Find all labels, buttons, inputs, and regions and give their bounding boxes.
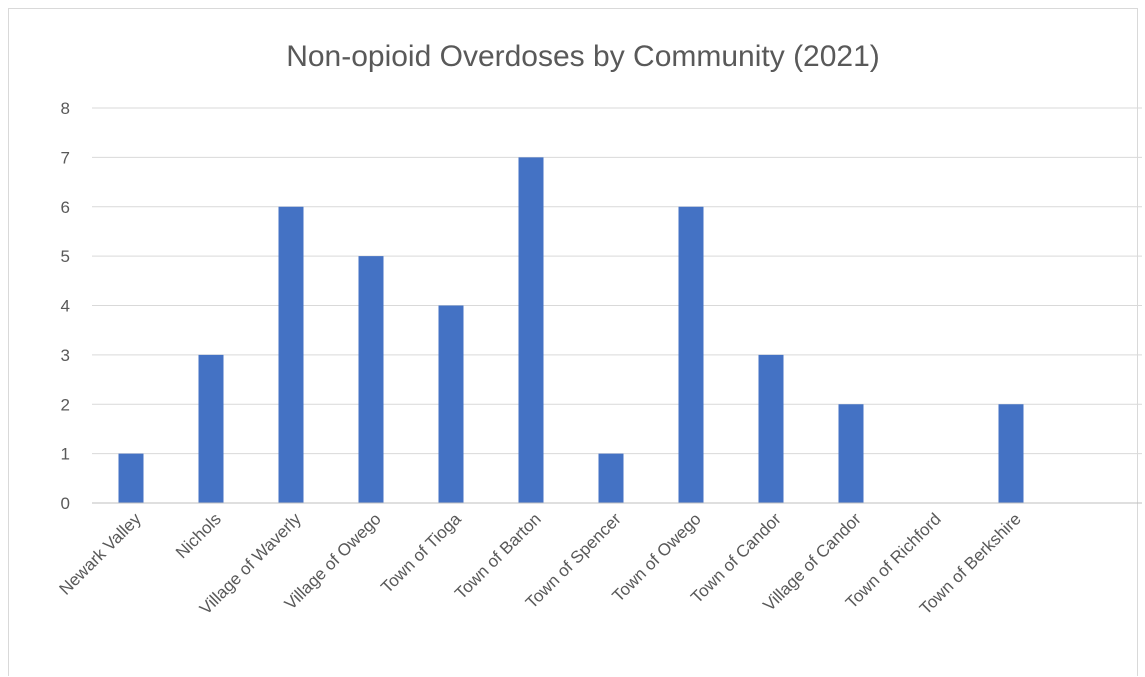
y-tick-label: 5 [61,247,70,266]
y-tick-label: 8 [61,99,70,118]
y-axis-ticks: 0 1 2 3 4 5 6 7 8 [61,99,70,513]
y-tick-label: 7 [61,148,70,167]
y-tick-label: 4 [61,297,70,316]
y-tick-label: 3 [61,346,70,365]
bar-village-of-waverly [278,206,304,503]
x-category-label: Nichols [172,509,225,562]
bar-village-of-candor [838,404,864,503]
bar-town-of-berkshire [998,404,1024,503]
x-category-label: Town of Tioga [377,509,465,597]
y-tick-label: 6 [61,198,70,217]
chart-frame [8,8,1138,676]
bars [118,157,1024,503]
chart-title: Non-opioid Overdoses by Community (2021) [286,40,880,73]
bar-newark-valley [118,453,144,503]
y-tick-label: 0 [61,494,70,513]
bar-village-of-owego [358,256,384,503]
bar-town-of-candor [758,354,784,503]
bar-nichols [198,354,224,503]
bar-town-of-spencer [598,453,624,503]
y-tick-label: 2 [61,395,70,414]
y-tick-label: 1 [61,445,70,464]
bar-town-of-tioga [438,305,464,503]
bar-town-of-owego [678,206,704,503]
bar-town-of-barton [518,157,544,503]
x-category-label: Newark Valley [55,509,145,599]
gridlines [92,107,1142,455]
